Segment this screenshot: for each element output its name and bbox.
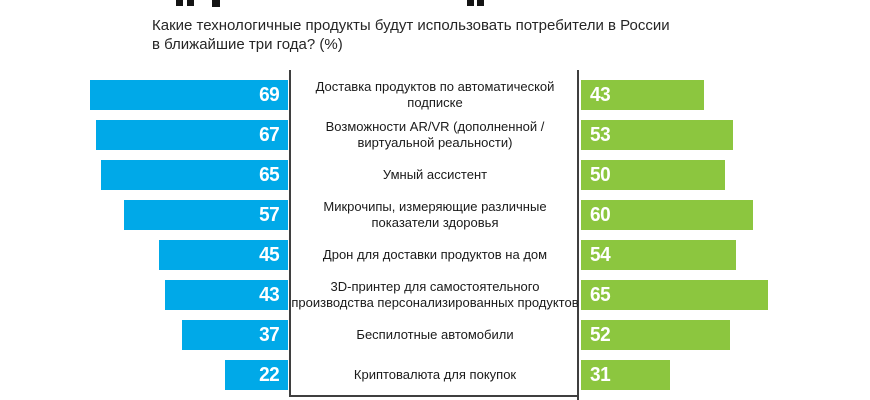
left-bar: 67 xyxy=(96,120,288,150)
right-bar-value: 54 xyxy=(590,244,611,266)
left-bar-value: 22 xyxy=(258,364,280,386)
chart-question: Какие технологичные продукты будут испол… xyxy=(152,16,772,54)
left-bar: 65 xyxy=(101,160,288,190)
left-bar: 22 xyxy=(225,360,288,390)
left-bar: 45 xyxy=(159,240,288,270)
right-bar-value: 60 xyxy=(590,204,611,226)
left-bar-value: 37 xyxy=(258,324,280,346)
right-bar: 65 xyxy=(581,280,768,310)
cropped-title-fragment xyxy=(477,0,484,6)
right-bar-value: 50 xyxy=(590,164,611,186)
left-bar-value: 67 xyxy=(258,124,280,146)
chart-row: 57 Микрочипы, измеряющие различные показа… xyxy=(0,199,870,230)
right-bar: 52 xyxy=(581,320,730,350)
category-label: Дрон для доставки продуктов на дом xyxy=(322,247,548,262)
chart-row: 69 Доставка продуктов по автоматической п… xyxy=(0,79,870,110)
right-bar-value: 53 xyxy=(590,124,611,146)
right-bar: 31 xyxy=(581,360,670,390)
chart-row: 67 Возможности AR/VR (дополненной / вирту… xyxy=(0,119,870,150)
chart-question-line1: Какие технологичные продукты будут испол… xyxy=(152,17,670,34)
right-bar-value: 31 xyxy=(590,364,611,386)
right-bar-value: 52 xyxy=(590,324,611,346)
category-label: Доставка продуктов по автоматической под… xyxy=(315,79,555,110)
category-label: Криптовалюта для покупок xyxy=(353,367,517,382)
bottom-axis-line xyxy=(290,395,578,397)
left-bar-value: 65 xyxy=(258,164,280,186)
left-bar: 43 xyxy=(165,280,288,310)
chart-row: 22 Криптовалюта для покупок 31 xyxy=(0,360,870,390)
left-bar-value: 57 xyxy=(258,204,280,226)
left-bar-value: 43 xyxy=(258,284,280,306)
left-axis-line xyxy=(289,70,291,397)
left-bar: 69 xyxy=(90,80,288,110)
category-label: Беспилотные автомобили xyxy=(356,327,514,342)
right-bar: 43 xyxy=(581,80,704,110)
chart-row: 45 Дрон для доставки продуктов на дом 54 xyxy=(0,240,870,270)
left-bar-value: 69 xyxy=(258,84,280,106)
chart-question-line2: в ближайшие три года? (%) xyxy=(152,36,343,53)
right-bar: 60 xyxy=(581,200,753,230)
right-bar-value: 65 xyxy=(590,284,611,306)
category-label: 3D-принтер для самостоятельного производ… xyxy=(291,279,579,310)
left-bar: 37 xyxy=(182,320,288,350)
right-bar: 53 xyxy=(581,120,733,150)
chart-row: 65 Умный ассистент 50 xyxy=(0,160,870,190)
cropped-title-fragment xyxy=(187,0,194,6)
right-bar-value: 43 xyxy=(590,84,611,106)
chart-row: 37 Беспилотные автомобили 52 xyxy=(0,320,870,350)
left-bar: 57 xyxy=(124,200,288,230)
right-axis-line xyxy=(577,70,579,400)
category-label: Умный ассистент xyxy=(382,167,488,182)
category-label: Микрочипы, измеряющие различные показате… xyxy=(323,199,547,230)
cropped-title-fragment xyxy=(176,0,183,6)
right-bar: 50 xyxy=(581,160,725,190)
cropped-title-fragment xyxy=(212,0,220,7)
category-label: Возможности AR/VR (дополненной / виртуал… xyxy=(325,119,545,150)
chart-row: 43 3D-принтер для самостоятельного произв… xyxy=(0,279,870,310)
cropped-title-fragment xyxy=(467,0,474,6)
left-bar-value: 45 xyxy=(258,244,280,266)
right-bar: 54 xyxy=(581,240,736,270)
